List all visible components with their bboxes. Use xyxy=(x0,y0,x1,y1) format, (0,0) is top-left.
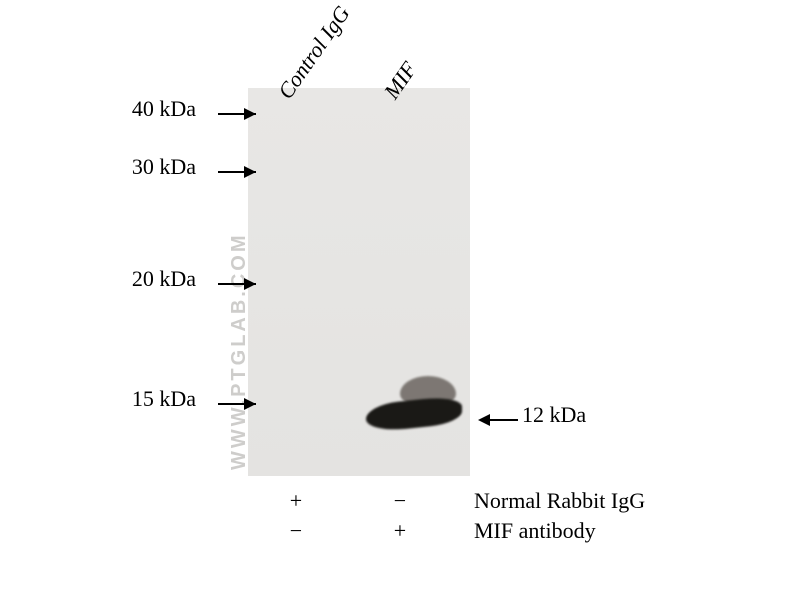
mw-label-40: 40 kDa xyxy=(110,96,196,122)
mw-label-15: 15 kDa xyxy=(110,386,196,412)
mw-label-30: 30 kDa xyxy=(110,154,196,180)
cell-r2c1: − xyxy=(286,518,306,544)
row-label-normal-rabbit-igg: Normal Rabbit IgG xyxy=(474,488,645,514)
cell-r2c2: + xyxy=(390,518,410,544)
watermark-text: WWW.PTGLAB.COM xyxy=(228,232,251,470)
cell-r1c2: − xyxy=(390,488,410,514)
row-label-mif-antibody: MIF antibody xyxy=(474,518,596,544)
mw-arrow-15 xyxy=(244,398,256,410)
mw-arrow-40 xyxy=(244,108,256,120)
mw-arrow-20 xyxy=(244,278,256,290)
figure-root: WWW.PTGLAB.COM Control IgG MIF 40 kDa 30… xyxy=(0,0,800,600)
cell-r1c1: + xyxy=(286,488,306,514)
mw-label-20: 20 kDa xyxy=(110,266,196,292)
mw-arrow-30 xyxy=(244,166,256,178)
result-label: 12 kDa xyxy=(522,402,612,428)
result-arrow xyxy=(478,414,490,426)
